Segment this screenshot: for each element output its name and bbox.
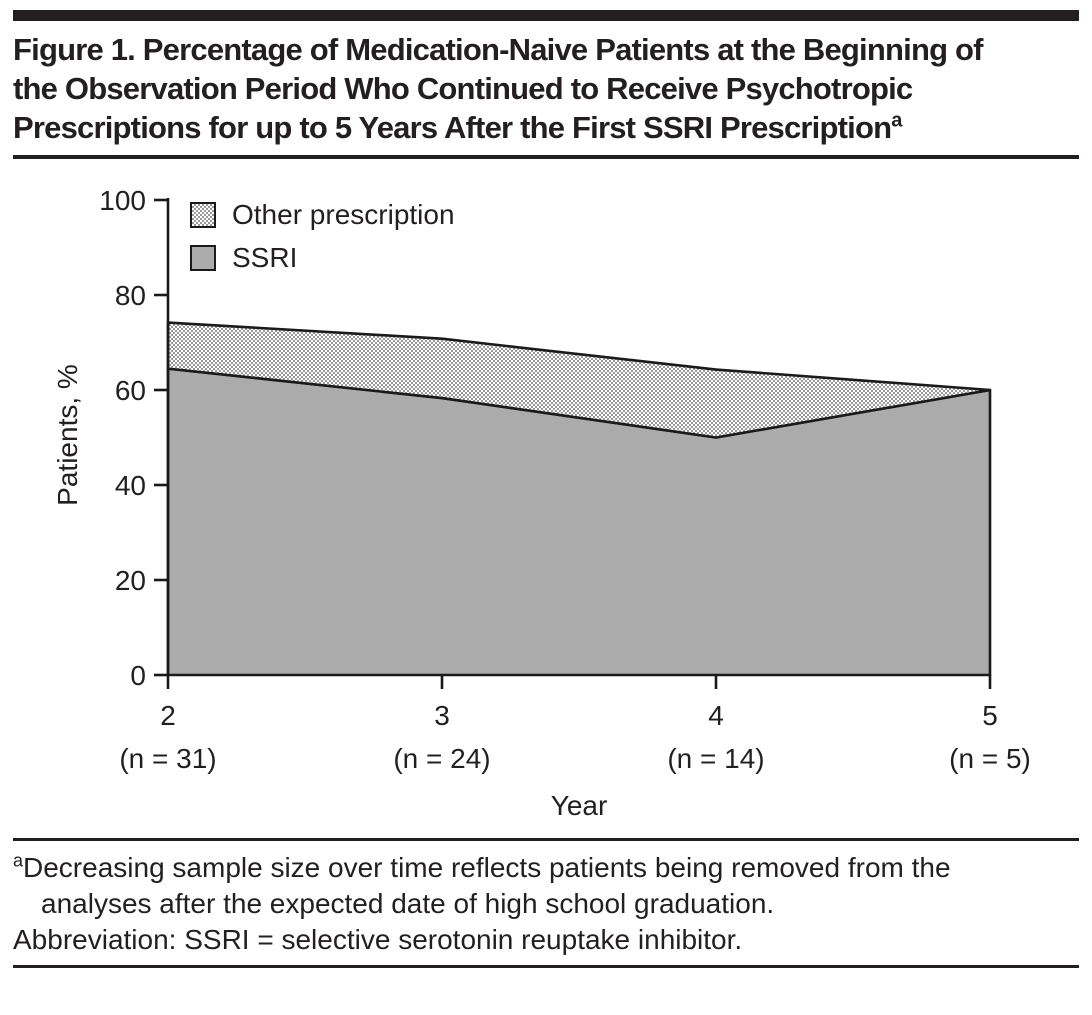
footnote-text: Decreasing sample size over time reflect… [23,852,951,919]
legend-label-other-prescription: Other prescription [232,199,455,230]
x-tick-label: 3 [434,700,450,731]
chart-area: 0 20 40 60 80 100 2 (n = 31) 3 (n = 24) 4 (n = 14) 5… [13,172,1079,832]
area-other-prescription [166,321,992,439]
legend-item-other-prescription: Other prescription [190,199,455,231]
y-tick-label: 60 [115,375,146,406]
chart-legend: Other prescription SSRI [190,199,455,285]
y-tick-label: 100 [99,185,146,216]
x-tick-label: 2 [160,700,176,731]
figure-title-text: Figure 1. Percentage of Medication-Naive… [13,32,984,145]
top-divider-bar [13,10,1079,21]
y-tick-label: 80 [115,280,146,311]
y-tick-label: 40 [115,470,146,501]
legend-item-ssri: SSRI [190,242,455,274]
stacked-area-chart: 0 20 40 60 80 100 2 (n = 31) 3 (n = 24) 4 (n = 14) 5… [99,185,1031,774]
x-tick-sublabel: (n = 31) [119,743,216,774]
x-tick-label: 5 [982,700,998,731]
legend-swatch-solid-icon [190,245,216,271]
footnote-sample-size: aDecreasing sample size over time reflec… [13,850,1043,922]
figure-title-superscript: a [891,109,902,132]
footnote-divider-rule [13,838,1079,841]
x-axis-title: Year [550,790,608,821]
figure-footnotes: aDecreasing sample size over time reflec… [13,850,1043,958]
x-tick-sublabel: (n = 5) [949,743,1031,774]
title-divider-rule [13,155,1079,159]
bottom-divider-rule [13,965,1079,968]
x-tick-sublabel: (n = 14) [667,743,764,774]
y-axis-title: Patients, % [52,364,83,506]
legend-label-ssri: SSRI [232,242,298,273]
footnote-abbreviation: Abbreviation: SSRI = selective serotonin… [13,924,743,955]
x-tick-label: 4 [708,700,724,731]
legend-swatch-checker-icon [190,202,216,228]
y-tick-label: 0 [130,660,146,691]
figure-title: Figure 1. Percentage of Medication-Naive… [13,30,1033,147]
y-tick-label: 20 [115,565,146,596]
footnote-superscript: a [13,850,24,871]
x-tick-sublabel: (n = 24) [393,743,490,774]
